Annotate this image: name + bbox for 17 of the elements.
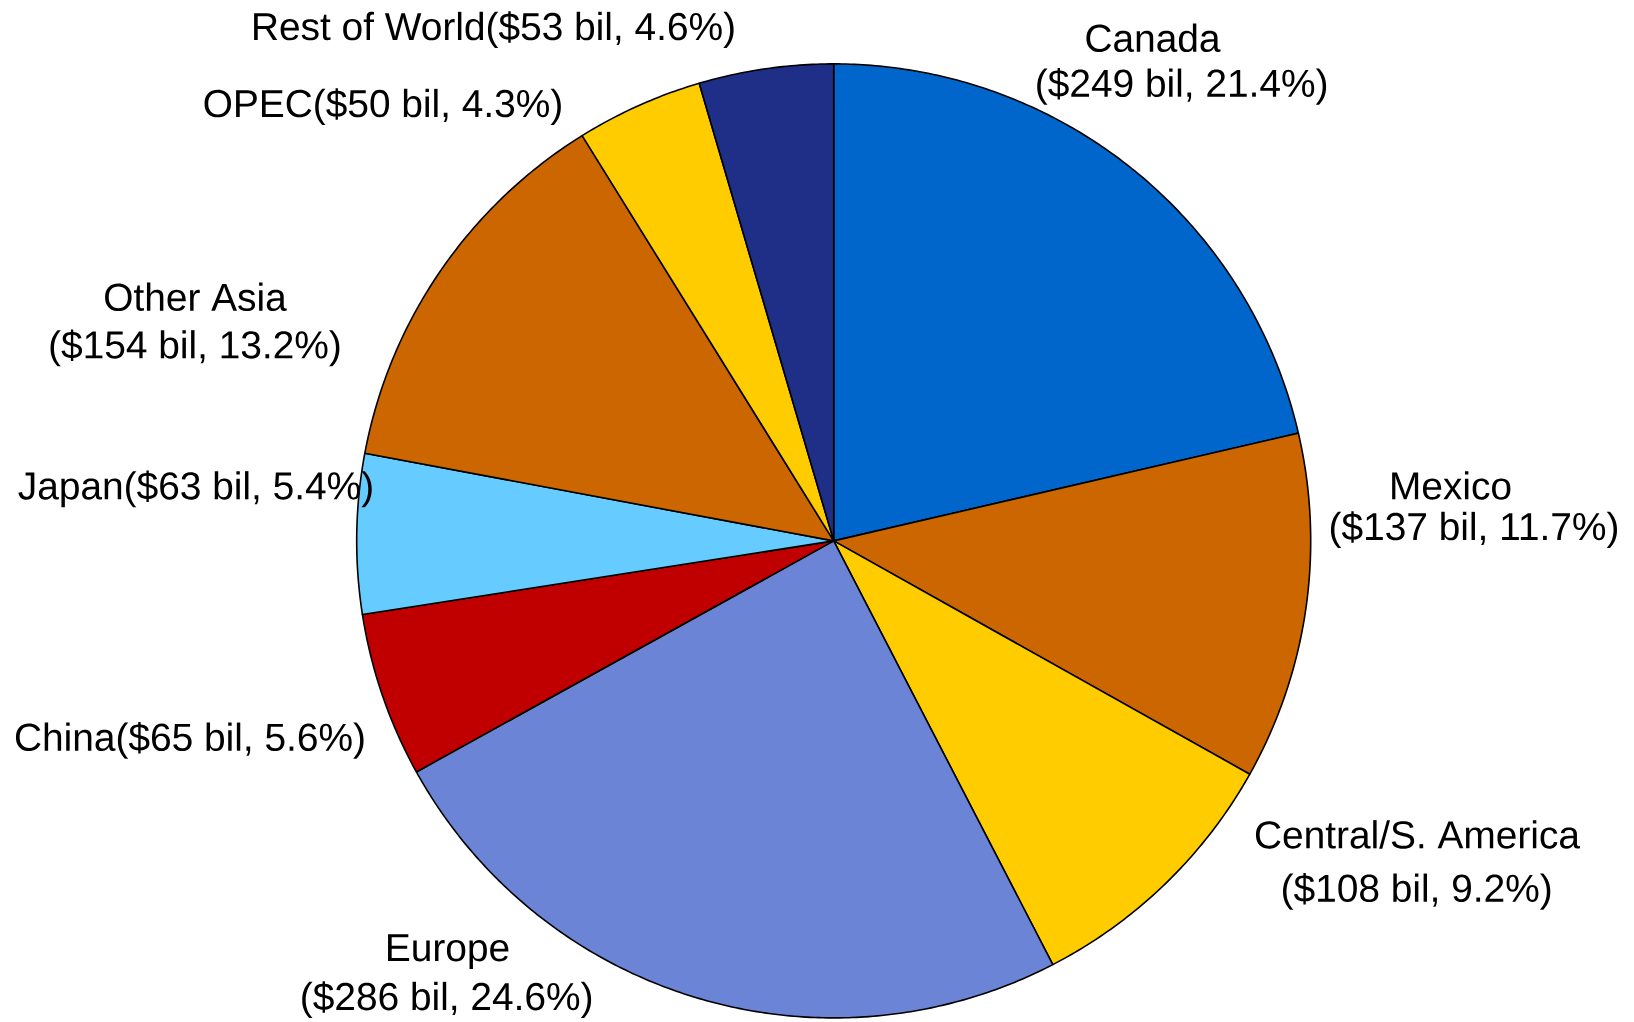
data-label: ($108 bil, 9.2%): [1283, 872, 1551, 910]
slice-label: China: [15, 722, 116, 752]
slice-label: Central/S. America: [1255, 820, 1580, 849]
slice-label: OPEC: [204, 89, 312, 118]
data-label: ($249 bil, 21.4%): [1037, 67, 1327, 105]
slice-label: Other Asia: [105, 282, 287, 312]
slice-label: Japan: [18, 472, 122, 508]
data-label: ($154 bil, 13.2%): [50, 329, 340, 367]
data-label: ($65 bil, 5.6%): [117, 721, 364, 759]
slice-label: Canada: [1086, 23, 1221, 53]
slice-label: Rest of World: [254, 11, 484, 41]
data-label: ($50 bil, 4.3%): [315, 88, 561, 126]
data-label: ($286 bil, 24.6%): [302, 981, 592, 1019]
slice-label: Mexico: [1392, 471, 1511, 500]
slice-label: Europe: [388, 934, 509, 970]
data-label: ($137 bil, 11.7%): [1330, 511, 1617, 549]
data-label: ($53 bil, 4.6%): [487, 11, 734, 49]
